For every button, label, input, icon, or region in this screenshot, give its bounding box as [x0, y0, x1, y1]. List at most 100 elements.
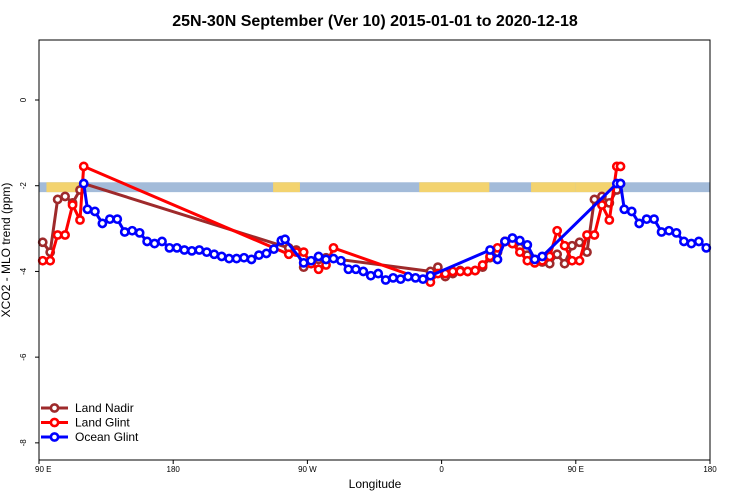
land-band — [46, 182, 86, 193]
data-point — [37, 237, 48, 248]
x-tick-label: 180 — [703, 465, 717, 474]
data-point — [693, 236, 704, 247]
data-point — [615, 178, 626, 189]
legend-marker — [49, 403, 60, 413]
land-band — [531, 182, 576, 193]
data-point — [604, 215, 615, 225]
data-point — [477, 260, 488, 270]
data-point — [78, 178, 89, 189]
data-point — [514, 247, 525, 258]
data-point — [231, 253, 242, 264]
data-point — [78, 161, 89, 172]
data-point — [615, 161, 626, 172]
data-point — [224, 253, 235, 264]
data-point — [157, 236, 167, 247]
x-tick-label: 90 W — [298, 465, 317, 474]
data-point — [485, 245, 495, 255]
land-band — [419, 182, 490, 193]
data-point — [246, 254, 257, 265]
land-ocean-strip — [39, 182, 710, 193]
data-point — [492, 254, 503, 265]
data-point — [60, 191, 70, 202]
legend-item: Ocean Glint — [41, 430, 139, 444]
data-point — [119, 227, 130, 237]
legend-label: Land Glint — [75, 416, 130, 430]
ocean-band — [39, 182, 710, 193]
series-layer — [37, 161, 712, 288]
legend-marker — [49, 417, 60, 428]
data-point — [701, 242, 712, 253]
data-point — [97, 218, 108, 229]
data-point — [104, 214, 115, 225]
legend-item: Land Glint — [41, 416, 130, 430]
data-point — [60, 230, 70, 240]
data-point — [67, 200, 78, 210]
data-point — [619, 204, 630, 215]
y-tick-label: -2 — [19, 182, 28, 190]
y-axis-label: XCO2 - MLO trend (ppm) — [0, 183, 13, 318]
data-point — [470, 265, 481, 276]
data-point — [186, 245, 197, 256]
legend-label: Ocean Glint — [75, 430, 139, 444]
data-point — [321, 254, 331, 265]
chart-title: 25N-30N September (Ver 10) 2015-01-01 to… — [172, 13, 578, 30]
data-point — [313, 251, 324, 262]
data-point — [112, 214, 123, 225]
data-point — [649, 214, 659, 225]
land-band — [575, 182, 614, 193]
data-point — [358, 266, 369, 277]
series-ocean-glint — [78, 178, 712, 285]
data-point — [559, 240, 570, 251]
data-point — [514, 235, 525, 246]
data-point — [298, 257, 309, 268]
data-point — [656, 227, 667, 237]
data-point — [82, 204, 93, 215]
x-tick-label: 0 — [439, 465, 444, 474]
data-point — [52, 230, 63, 240]
data-point — [313, 264, 324, 275]
data-point — [567, 255, 577, 266]
data-point — [149, 238, 160, 249]
data-point — [373, 268, 384, 279]
data-point — [686, 238, 697, 249]
data-point — [164, 242, 175, 253]
data-point — [447, 266, 458, 277]
data-point — [365, 270, 376, 281]
data-point — [634, 218, 645, 229]
data-point — [336, 255, 346, 266]
data-point — [268, 244, 279, 255]
data-point — [507, 233, 518, 243]
data-point — [209, 249, 220, 260]
series-land-glint — [37, 161, 626, 288]
data-point — [216, 251, 227, 262]
data-point — [425, 270, 436, 281]
data-point — [418, 274, 428, 285]
data-point — [500, 236, 510, 247]
land-band — [273, 182, 300, 193]
y-axis: 0 -2 -4 -6 -8 — [19, 97, 39, 446]
x-tick-label: 90 E — [35, 465, 51, 474]
data-point — [306, 255, 317, 266]
y-tick-label: -8 — [19, 439, 28, 447]
data-point — [522, 255, 533, 266]
data-point — [380, 275, 391, 285]
data-point — [589, 230, 600, 240]
legend-label: Land Nadir — [75, 401, 134, 415]
data-point — [261, 248, 272, 259]
data-point — [201, 247, 212, 258]
data-point — [127, 225, 138, 236]
data-point — [410, 272, 421, 283]
data-point — [403, 271, 413, 282]
data-point — [298, 247, 309, 258]
data-point — [52, 194, 63, 205]
data-point — [350, 264, 361, 275]
data-point — [552, 249, 563, 260]
data-point — [641, 214, 652, 225]
data-point — [179, 245, 190, 255]
data-point — [194, 245, 205, 255]
data-point — [37, 255, 48, 266]
data-point — [522, 239, 533, 250]
legend-marker — [49, 432, 60, 442]
data-point — [172, 242, 182, 253]
